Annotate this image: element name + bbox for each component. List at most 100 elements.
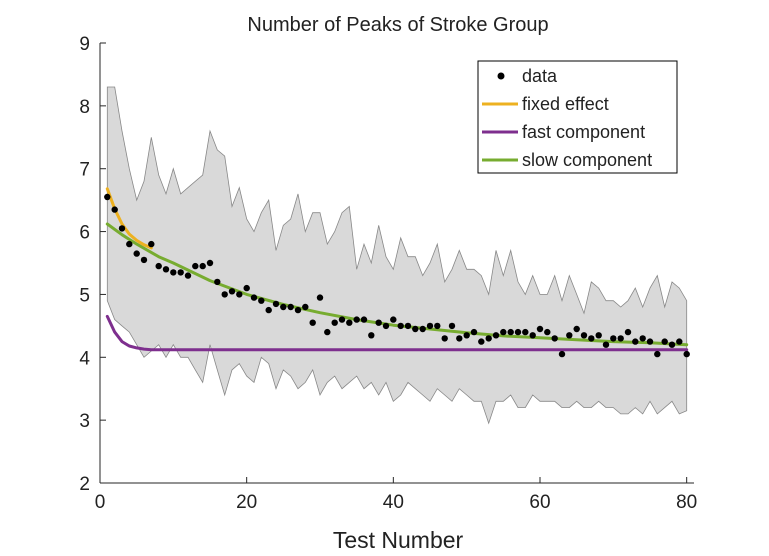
data-point xyxy=(287,303,294,311)
data-point xyxy=(148,240,155,248)
data-point xyxy=(316,294,324,301)
data-point xyxy=(309,319,316,326)
y-tick-label: 4 xyxy=(79,348,90,369)
data-point xyxy=(353,316,360,323)
data-point xyxy=(331,319,338,326)
data-point xyxy=(397,322,404,330)
data-point xyxy=(654,350,661,358)
data-point xyxy=(507,328,514,336)
y-tick-label: 8 xyxy=(79,97,90,118)
data-point xyxy=(375,319,382,326)
data-point xyxy=(463,332,470,339)
data-point xyxy=(661,338,668,345)
data-point xyxy=(492,332,500,339)
data-point xyxy=(206,259,214,267)
plot-area xyxy=(104,86,690,425)
data-point xyxy=(566,332,573,339)
data-point xyxy=(133,250,140,257)
data-point xyxy=(646,338,654,345)
legend-marker-data xyxy=(497,72,505,80)
data-point xyxy=(470,328,478,336)
data-point xyxy=(404,322,412,330)
data-point xyxy=(448,322,456,330)
data-point xyxy=(265,306,272,314)
data-point xyxy=(588,335,595,342)
data-point xyxy=(324,328,331,336)
data-point xyxy=(544,328,551,336)
data-point xyxy=(456,335,463,342)
data-point xyxy=(668,341,676,348)
data-point xyxy=(280,303,287,311)
legend-label-fixed-effect: fixed effect xyxy=(522,94,609,114)
data-point xyxy=(338,316,346,323)
data-point xyxy=(551,335,558,342)
data-point xyxy=(529,332,536,339)
data-point xyxy=(602,341,610,348)
data-point xyxy=(580,332,588,339)
data-point xyxy=(192,262,199,270)
data-point xyxy=(478,338,485,345)
legend-label-fast-component: fast component xyxy=(522,122,645,142)
data-point xyxy=(126,240,133,248)
data-point xyxy=(177,269,184,276)
data-point xyxy=(558,350,566,358)
x-tick-label: 20 xyxy=(236,492,257,513)
x-tick-label: 40 xyxy=(383,492,404,513)
x-tick-label: 0 xyxy=(95,492,106,513)
data-point xyxy=(419,325,426,333)
data-point xyxy=(595,332,602,339)
data-point xyxy=(228,288,236,295)
data-point xyxy=(111,206,118,213)
data-point xyxy=(360,316,368,323)
data-point xyxy=(426,322,434,330)
data-point xyxy=(214,278,221,286)
data-point xyxy=(412,325,419,333)
x-axis-label: Test Number xyxy=(333,527,464,553)
y-tick-label: 3 xyxy=(79,411,90,432)
data-point xyxy=(104,193,111,201)
data-point xyxy=(485,335,492,342)
data-point xyxy=(573,325,580,333)
legend-label-data: data xyxy=(522,66,558,86)
legend-box xyxy=(477,60,678,174)
data-point xyxy=(250,294,258,301)
data-point xyxy=(118,225,126,232)
data-point xyxy=(346,319,353,326)
data-point xyxy=(617,335,624,342)
y-tick-label: 6 xyxy=(79,223,90,244)
data-point xyxy=(155,262,162,270)
data-point xyxy=(676,338,683,345)
data-point xyxy=(236,291,243,298)
data-point xyxy=(272,300,280,308)
y-tick-label: 7 xyxy=(79,160,90,181)
data-point xyxy=(184,272,192,279)
data-point xyxy=(522,328,529,336)
data-point xyxy=(302,303,309,311)
data-point xyxy=(500,328,507,336)
data-point xyxy=(434,322,441,330)
x-tick-label: 80 xyxy=(676,492,697,513)
data-point xyxy=(199,262,206,270)
data-point xyxy=(536,325,544,333)
data-point xyxy=(390,316,397,323)
axes: 0 20 40 60 80 2 3 4 5 6 7 8 9 xyxy=(79,34,697,513)
data-point xyxy=(441,335,448,342)
data-point xyxy=(382,322,390,330)
data-point xyxy=(221,291,228,298)
fast-component-line xyxy=(105,314,689,352)
data-point xyxy=(243,284,250,292)
data-point xyxy=(140,256,148,264)
x-tick-label: 60 xyxy=(529,492,550,513)
y-tick-label: 2 xyxy=(79,474,90,495)
data-point xyxy=(639,335,646,342)
y-tick-label: 9 xyxy=(79,34,90,55)
data-point xyxy=(610,335,617,342)
data-point xyxy=(632,338,639,345)
legend: data fixed effect fast component slow co… xyxy=(477,60,678,174)
data-point xyxy=(162,266,170,273)
chart-title: Number of Peaks of Stroke Group xyxy=(247,14,548,36)
legend-label-slow-component: slow component xyxy=(522,150,652,170)
data-point xyxy=(624,328,632,336)
y-tick-label: 5 xyxy=(79,285,90,306)
